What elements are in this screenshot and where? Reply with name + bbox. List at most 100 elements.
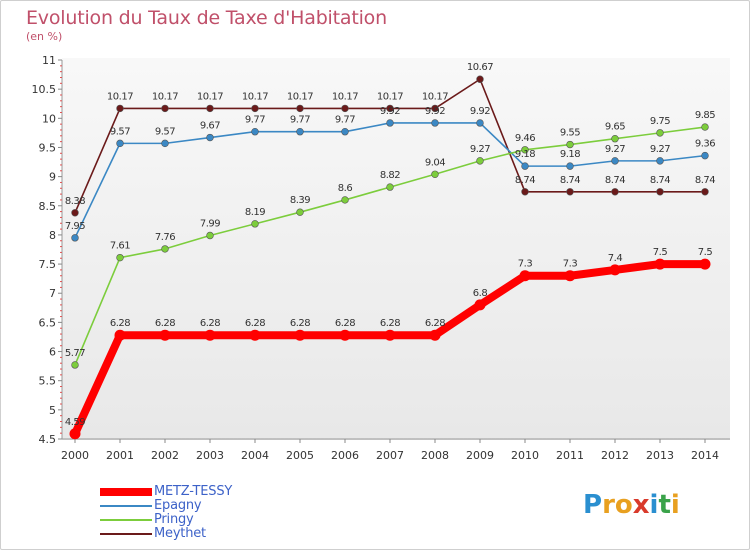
- data-point-meythet: [521, 188, 529, 196]
- data-point-epagny: [161, 139, 169, 148]
- data-label-epagny: 9.92: [425, 106, 445, 117]
- data-label-pringy: 7.76: [155, 232, 175, 243]
- logo-letter: o: [614, 490, 633, 520]
- data-point-epagny: [521, 162, 529, 170]
- data-label-epagny: 9.18: [515, 149, 535, 160]
- data-point-metz-tessy: [159, 329, 171, 341]
- data-label-pringy: 5.77: [65, 348, 85, 359]
- data-label-metz-tessy: 7.3: [518, 259, 533, 270]
- data-point-metz-tessy: [339, 329, 351, 341]
- y-tick-label: 7: [49, 287, 56, 300]
- data-point-pringy: [386, 183, 394, 191]
- data-label-pringy: 8.39: [290, 195, 310, 206]
- x-tick-label: 2001: [106, 449, 134, 462]
- data-point-meythet: [251, 104, 259, 113]
- data-label-epagny: 9.77: [245, 115, 265, 126]
- logo-letter: x: [632, 490, 650, 520]
- data-point-epagny: [251, 128, 259, 136]
- data-point-meythet: [656, 188, 664, 196]
- y-tick-label: 8.5: [39, 200, 57, 213]
- x-tick-label: 2013: [646, 449, 674, 462]
- data-point-metz-tessy: [474, 299, 486, 311]
- y-tick-label: 9: [49, 171, 56, 184]
- data-point-epagny: [701, 151, 709, 160]
- data-label-metz-tessy: 6.28: [335, 318, 355, 329]
- data-point-metz-tessy: [294, 329, 306, 341]
- y-tick-label: 11: [42, 54, 56, 67]
- x-tick-label: 2008: [421, 449, 449, 462]
- data-point-metz-tessy: [204, 329, 216, 341]
- data-point-metz-tessy: [609, 264, 621, 276]
- data-point-pringy: [341, 196, 349, 204]
- y-tick-label: 7.5: [39, 258, 57, 271]
- data-label-epagny: 7.95: [65, 221, 85, 232]
- data-label-meythet: 8.74: [515, 175, 535, 186]
- data-label-meythet: 8.38: [65, 196, 85, 207]
- data-label-metz-tessy: 7.5: [653, 247, 668, 258]
- data-point-meythet: [341, 104, 349, 113]
- data-label-pringy: 8.82: [380, 170, 400, 181]
- data-label-meythet: 8.74: [560, 175, 580, 186]
- x-tick-label: 2005: [286, 449, 314, 462]
- x-tick-label: 2006: [331, 449, 359, 462]
- y-tick-label: 5.5: [39, 375, 57, 388]
- logo-letter: i: [670, 490, 680, 520]
- data-point-pringy: [251, 220, 259, 228]
- data-point-metz-tessy: [519, 270, 531, 282]
- data-label-pringy: 8.6: [338, 183, 353, 194]
- data-point-pringy: [431, 170, 439, 178]
- data-label-pringy: 9.85: [695, 110, 715, 121]
- x-tick-label: 2014: [691, 449, 719, 462]
- legend-label: Pringy: [154, 512, 194, 527]
- x-tick-label: 2012: [601, 449, 629, 462]
- data-label-pringy: 9.75: [650, 116, 670, 127]
- data-label-metz-tessy: 6.8: [473, 288, 488, 299]
- legend-swatch: [100, 488, 152, 496]
- data-point-epagny: [296, 128, 304, 136]
- data-label-meythet: 8.74: [605, 175, 625, 186]
- data-point-meythet: [161, 104, 169, 113]
- data-label-epagny: 9.57: [110, 126, 130, 137]
- data-point-epagny: [116, 139, 124, 148]
- data-label-epagny: 9.27: [605, 144, 625, 155]
- data-label-metz-tessy: 4.59: [65, 417, 85, 428]
- data-point-epagny: [386, 119, 394, 127]
- plot-area: [62, 58, 730, 440]
- data-point-meythet: [611, 188, 619, 196]
- data-point-epagny: [656, 157, 664, 165]
- data-label-meythet: 10.17: [197, 91, 223, 102]
- data-label-metz-tessy: 6.28: [425, 318, 445, 329]
- x-tick-label: 2007: [376, 449, 404, 462]
- y-tick-label: 8: [49, 229, 56, 242]
- y-tick-label: 5: [49, 404, 56, 417]
- data-point-epagny: [341, 128, 349, 136]
- data-point-meythet: [431, 104, 439, 113]
- data-label-meythet: 8.74: [695, 175, 715, 186]
- data-point-metz-tessy: [114, 329, 126, 341]
- legend-label: METZ-TESSY: [154, 484, 233, 499]
- data-label-pringy: 8.19: [245, 207, 265, 218]
- y-tick-label: 6: [49, 346, 56, 359]
- data-point-pringy: [116, 253, 124, 262]
- data-label-meythet: 10.17: [287, 91, 313, 102]
- data-label-epagny: 9.77: [335, 115, 355, 126]
- legend-label: Epagny: [154, 498, 202, 513]
- data-label-epagny: 9.77: [290, 115, 310, 126]
- logo-letter: r: [602, 490, 615, 520]
- data-point-pringy: [521, 146, 529, 154]
- data-label-epagny: 9.36: [695, 139, 715, 150]
- legend-swatch: [100, 505, 152, 507]
- y-tick-label: 9.5: [39, 141, 57, 154]
- x-tick-label: 2009: [466, 449, 494, 462]
- data-label-metz-tessy: 6.28: [155, 318, 175, 329]
- data-point-metz-tessy: [564, 270, 576, 282]
- data-point-pringy: [701, 123, 709, 131]
- data-label-metz-tessy: 6.28: [245, 318, 265, 329]
- data-label-pringy: 7.99: [200, 219, 220, 230]
- y-tick-label: 10.5: [32, 83, 57, 96]
- data-label-metz-tessy: 7.3: [563, 259, 578, 270]
- legend-swatch: [100, 519, 152, 521]
- data-point-epagny: [431, 119, 439, 127]
- x-tick-label: 2010: [511, 449, 539, 462]
